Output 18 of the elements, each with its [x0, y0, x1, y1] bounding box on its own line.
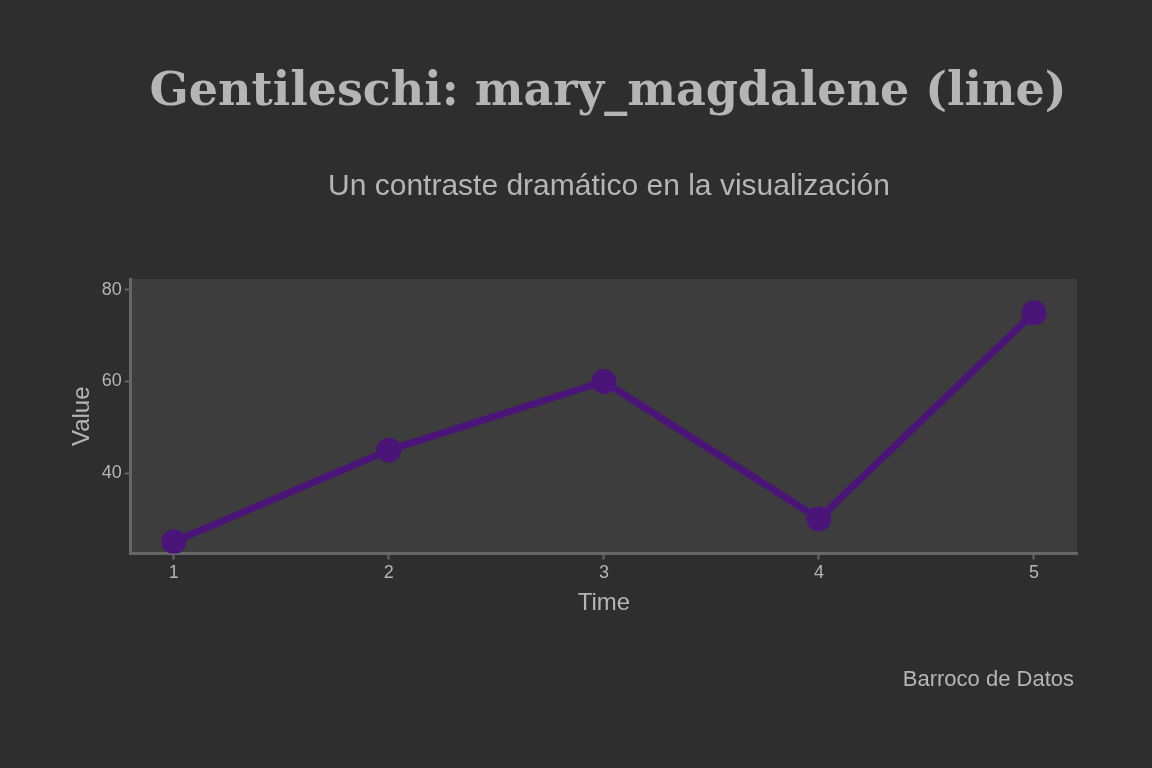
chart-title: Gentileschi: mary_magdalene (line): [148, 62, 1068, 116]
x-axis-title: Time: [577, 588, 631, 616]
y-tick-label: 40: [101, 462, 122, 483]
point: [806, 506, 832, 532]
x-tick-label: 2: [383, 562, 394, 583]
point: [591, 369, 617, 395]
text: Barroco de Datos: [902, 666, 1074, 692]
point: [376, 437, 402, 463]
x-tick-label: 3: [598, 562, 609, 583]
chart-subtitle: Un contraste dramático en la visualización: [327, 168, 891, 202]
y-tick-label: 80: [101, 278, 122, 299]
y-axis-title: Value: [67, 386, 95, 447]
x-tick-label: 5: [1028, 562, 1039, 583]
x-tick-label: 4: [813, 562, 824, 583]
point: [161, 529, 187, 554]
point: [1021, 300, 1047, 326]
x-tick-label: 1: [168, 562, 179, 583]
y-tick-label: 60: [101, 370, 122, 391]
